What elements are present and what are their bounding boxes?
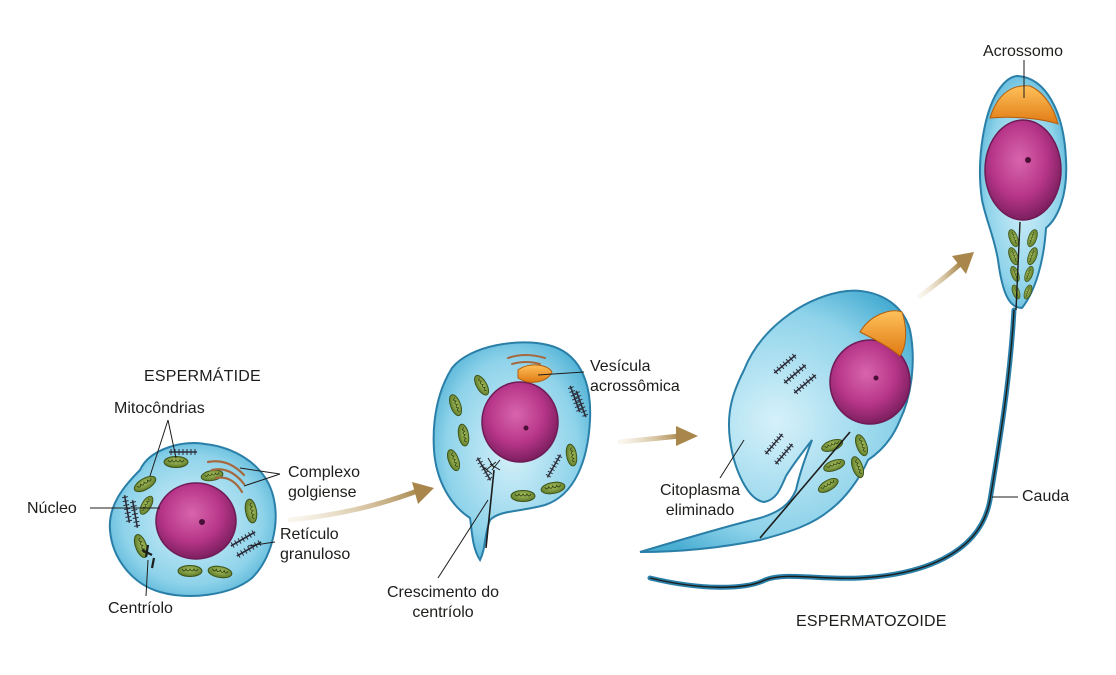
stage2-centriole — [481, 457, 501, 549]
spermatozoon-nucleolus — [1025, 157, 1031, 163]
label-mitochondria: Mitocôndrias — [114, 400, 205, 417]
arrow-2 — [617, 433, 683, 445]
label-reticulum: Retículo granuloso — [280, 525, 350, 565]
acrosome-cap — [989, 85, 1059, 125]
spermatid-nucleus — [155, 482, 237, 560]
label-golgi-line2: golgiense — [288, 484, 357, 501]
arrow-3-head — [952, 252, 974, 274]
acrosomal-vesicle — [517, 364, 553, 383]
spermatozoon-tail-core — [649, 309, 1015, 588]
label-reticulum-line2: granuloso — [280, 546, 351, 563]
arrow-2-head — [676, 426, 698, 446]
stage3-nucleus — [829, 339, 911, 425]
mitochondrion — [510, 490, 536, 502]
label-acrosome: Acrossomo — [983, 43, 1064, 60]
label-reticulum-line1: Retículo — [280, 526, 339, 543]
spermatid-centriole — [141, 544, 156, 569]
golgi-complex — [206, 460, 246, 494]
label-acrosomal-vesicle: Vesícula acrossômica — [590, 357, 680, 397]
label-centriole-growth-line2: centríolo — [412, 604, 474, 621]
arrow-1 — [287, 487, 423, 523]
arrow-3 — [917, 261, 963, 299]
stage2-golgi — [507, 354, 546, 365]
stage3-acrosome — [859, 310, 907, 357]
stage2-nucleus — [481, 381, 559, 463]
spermatozoon — [647, 74, 1068, 590]
label-tail: Cauda — [1022, 488, 1070, 505]
stage3-axoneme — [759, 431, 851, 539]
stage3-cell — [639, 289, 914, 553]
label-acrosomal-vesicle-line2: acrossômica — [590, 378, 680, 395]
label-acrosomal-vesicle-line1: Vesícula — [590, 358, 651, 375]
spermatozoon-title: ESPERMATOZOIDE — [796, 613, 947, 630]
label-golgi: Complexo golgiense — [288, 463, 360, 503]
label-centriole-growth: Crescimento do centríolo — [378, 583, 508, 623]
label-centriole: Centríolo — [108, 600, 173, 617]
label-cytoplasm-line2: eliminado — [665, 502, 735, 519]
stage2-cell — [432, 341, 592, 562]
label-nucleus: Núcleo — [27, 500, 77, 517]
label-golgi-line1: Complexo — [288, 464, 361, 481]
spermatozoon-nucleus — [984, 119, 1062, 221]
spermatid-title: ESPERMÁTIDE — [144, 368, 261, 385]
arrow-1-head — [412, 482, 434, 504]
label-cytoplasm-line1: Citoplasma — [659, 482, 741, 499]
progression-arrows — [287, 252, 974, 523]
leader-lines — [90, 60, 1025, 597]
stage2-nucleolus — [523, 425, 529, 431]
stage3-nucleolus — [873, 375, 879, 381]
mitochondrion — [163, 456, 189, 468]
label-centriole-growth-line1: Crescimento do — [386, 584, 500, 601]
spermatid-cell — [108, 442, 277, 597]
spermatozoon-axoneme — [1015, 221, 1021, 311]
label-cytoplasm: Citoplasma eliminado — [650, 481, 750, 521]
spermatid-nucleolus — [199, 519, 205, 525]
mitochondrion — [177, 565, 203, 577]
